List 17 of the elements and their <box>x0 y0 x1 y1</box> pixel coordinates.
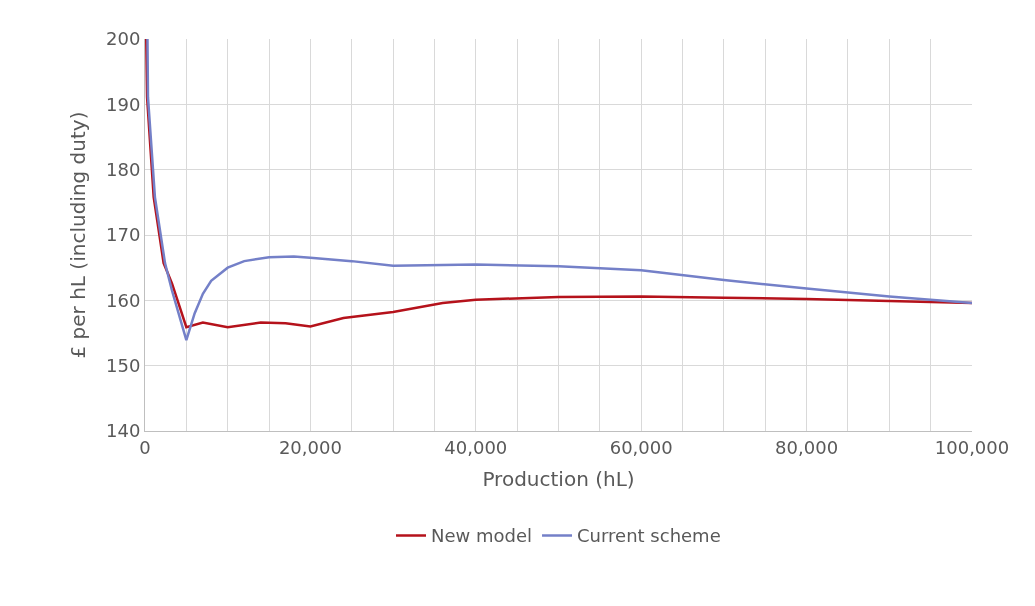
x-axis-title: Production (hL) <box>482 467 635 492</box>
y-tick-label: 160 <box>106 289 141 311</box>
x-tick-label: 60,000 <box>609 436 673 458</box>
legend-label: New model <box>431 525 533 547</box>
y-tick-label: 150 <box>106 354 141 376</box>
y-tick-label: 200 <box>106 28 141 50</box>
x-tick-label: 80,000 <box>775 436 839 458</box>
y-tick-label: 180 <box>106 158 141 180</box>
y-tick-label: 170 <box>106 224 141 246</box>
y-tick-label: 190 <box>106 93 141 115</box>
legend-label: Current scheme <box>577 525 721 547</box>
y-axis-title: £ per hL (including duty) <box>65 111 90 359</box>
x-tick-label: 40,000 <box>444 436 508 458</box>
x-tick-label: 0 <box>139 436 151 458</box>
x-tick-label: 100,000 <box>934 436 1010 458</box>
x-tick-label: 20,000 <box>278 436 342 458</box>
y-tick-label: 140 <box>106 420 141 442</box>
